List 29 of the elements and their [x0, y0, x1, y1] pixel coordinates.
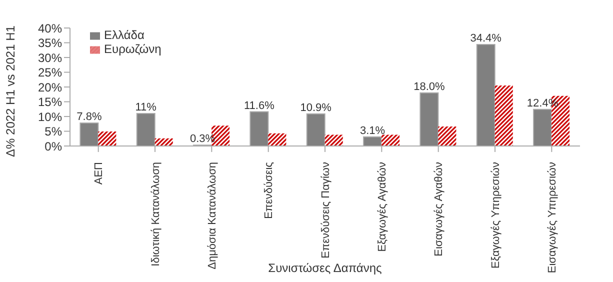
y-tick-label: 25%: [38, 66, 62, 80]
x-tick-label: Δημόσια Κατανάλωση: [206, 162, 219, 270]
y-tick-label: 20%: [38, 80, 62, 94]
data-label: 10.9%: [300, 102, 332, 114]
y-tick-label: 40%: [38, 21, 62, 36]
y-tick-label: 30%: [38, 50, 62, 65]
x-tick-label: Ιδιωτική Κατανάλωση: [150, 162, 162, 266]
legend-label: Ευρωζώνη: [104, 42, 162, 56]
y-axis-title: Δ% 2022 H1 vs 2021 H1: [3, 25, 18, 157]
data-label: 34.4%: [470, 32, 502, 45]
y-tick-label: 0%: [44, 139, 62, 154]
y-tick-label: 10%: [38, 110, 62, 124]
x-tick-label: Εξαγωγές Υπηρεσιών: [490, 162, 502, 269]
data-label: 11%: [135, 102, 157, 114]
data-label: 7.8%: [76, 110, 102, 123]
x-tick-label: Εισαγωγές Υπηρεσιών: [546, 162, 559, 274]
x-tick-label: Εξαγωγές Αγαθών: [376, 162, 389, 252]
x-tick-label: Εισαγωγές Αγαθών: [433, 162, 446, 256]
y-tick-label: 5%: [44, 124, 62, 139]
y-tick-label: 15%: [38, 95, 62, 110]
data-label: 3.1%: [360, 124, 386, 137]
x-tick-label: ΑΕΠ: [93, 162, 106, 185]
x-axis-title: Συνιστώσες Δαπάνης: [268, 261, 382, 275]
x-tick-label: Επενδύσεις Παγίων: [320, 162, 332, 258]
x-tick-label: Επενδύσεις: [263, 162, 276, 219]
data-label: 18.0%: [414, 80, 446, 93]
legend-label: Ελλάδα: [104, 28, 144, 42]
data-label: 11.6%: [244, 100, 275, 112]
y-tick-label: 35%: [38, 36, 62, 50]
